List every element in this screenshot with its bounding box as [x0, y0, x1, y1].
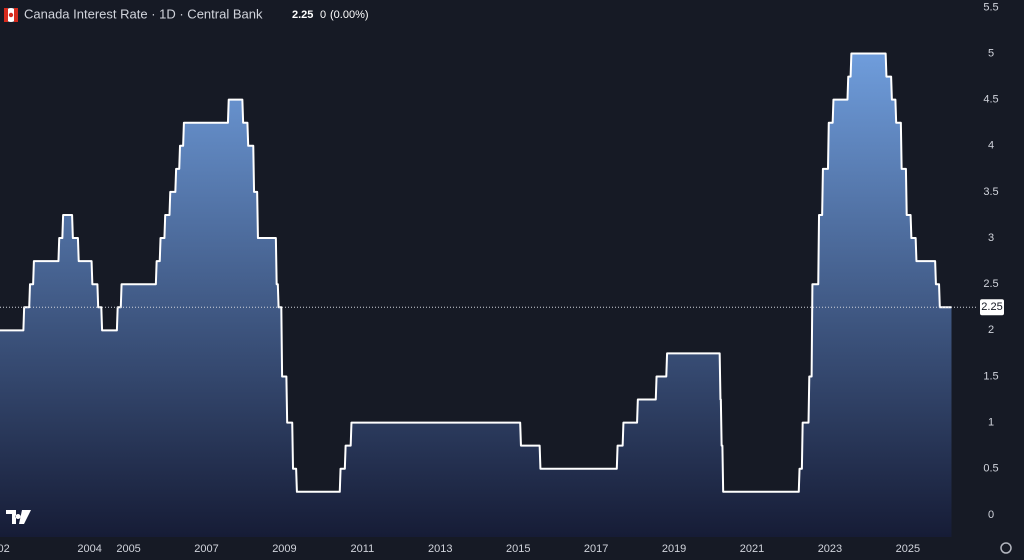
header: Canada Interest Rate · 1D · Central Bank…	[4, 6, 369, 22]
change: 0	[320, 9, 326, 21]
x-tick-label: 2013	[428, 543, 452, 555]
tv-logo	[6, 510, 31, 524]
y-tick-label: 0.5	[983, 463, 998, 475]
y-tick-label: 0	[988, 509, 994, 521]
x-tick-label: 2007	[194, 543, 218, 555]
flag-band	[14, 8, 18, 22]
flag-band	[4, 8, 8, 22]
x-tick-label: 2021	[740, 543, 764, 555]
x-tick-label: 02	[0, 543, 10, 555]
rate-line	[0, 52, 952, 493]
change-percent: (0.00%)	[330, 9, 369, 21]
flag-leaf	[8, 12, 14, 18]
y-tick-label: 1	[988, 416, 994, 428]
y-tick-label: 5	[988, 47, 994, 59]
x-tick-label: 2023	[818, 543, 842, 555]
x-tick-label: 2017	[584, 543, 608, 555]
x-tick-label: 2005	[116, 543, 140, 555]
last-value: 2.25	[292, 9, 313, 21]
plot	[0, 52, 952, 538]
y-tick-label: 3.5	[983, 186, 998, 198]
y-tick-label: 1.5	[983, 370, 998, 382]
y-tick-label: 4	[988, 140, 994, 152]
y-tick-label: 4.5	[983, 94, 998, 106]
y-tick-label: 2	[988, 324, 994, 336]
last-value-label: 2.25	[981, 301, 1002, 313]
x-tick-label: 2019	[662, 543, 686, 555]
symbol-title: Canada Interest Rate · 1D · Central Bank	[24, 6, 263, 21]
settings-button[interactable]	[1000, 542, 1012, 554]
y-tick-label: 3	[988, 232, 994, 244]
x-tick-label: 2004	[77, 543, 101, 555]
last-value-box	[980, 299, 1004, 316]
y-tick-label: 2.5	[983, 278, 998, 290]
x-tick-label: 2015	[506, 543, 530, 555]
logo-shape	[6, 510, 31, 524]
x-tick-label: 2011	[351, 543, 375, 555]
x-tick-label: 2009	[272, 543, 296, 555]
y-tick-label: 5.5	[983, 1, 998, 13]
x-tick-label: 2025	[896, 543, 920, 555]
area-fill	[0, 53, 952, 538]
